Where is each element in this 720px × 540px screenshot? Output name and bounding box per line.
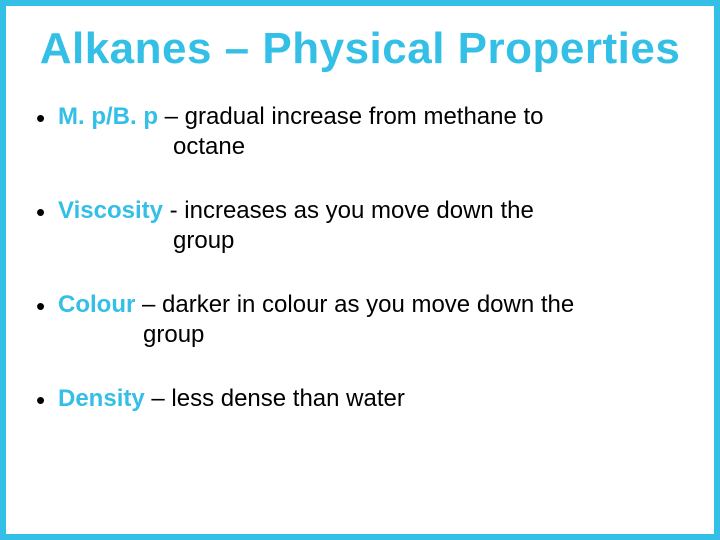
bullet-item: Colour – darker in colour as you move do… [36, 290, 684, 350]
bullet-desc: – less dense than water [145, 385, 405, 412]
bullet-list: M. p/B. p – gradual increase from methan… [36, 102, 684, 414]
bullet-item: Viscosity - increases as you move down t… [36, 196, 684, 256]
bullet-continuation: group [58, 226, 684, 256]
bullet-label: M. p/B. p [58, 103, 158, 130]
slide-title: Alkanes – Physical Properties [36, 24, 684, 74]
bullet-desc: – darker in colour as you move down the [135, 291, 574, 318]
bullet-label: Density [58, 385, 145, 412]
bullet-continuation: group [58, 320, 684, 350]
bullet-label: Colour [58, 291, 135, 318]
bullet-continuation: octane [58, 132, 684, 162]
slide-container: Alkanes – Physical Properties M. p/B. p … [0, 0, 720, 540]
bullet-item: Density – less dense than water [36, 384, 684, 414]
bullet-desc: - increases as you move down the [163, 197, 534, 224]
bullet-desc: – gradual increase from methane to [158, 103, 544, 130]
bullet-item: M. p/B. p – gradual increase from methan… [36, 102, 684, 162]
bullet-label: Viscosity [58, 197, 163, 224]
